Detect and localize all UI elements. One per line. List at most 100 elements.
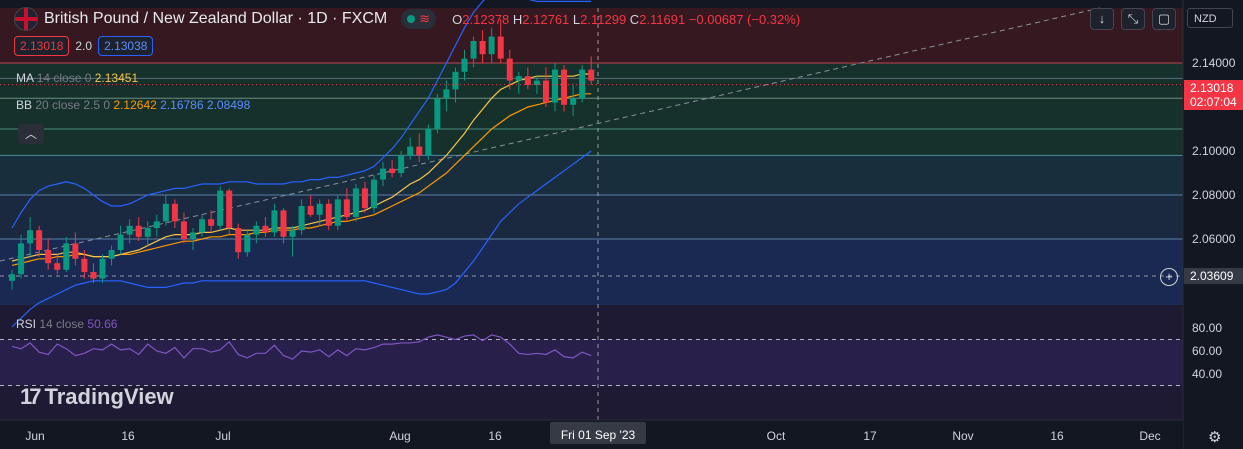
trend-line xyxy=(0,7,1101,262)
time-tick-label: Jul xyxy=(215,429,230,443)
bb-upper-value: 2.16786 xyxy=(160,98,204,112)
candle-body xyxy=(63,243,70,270)
candle-body xyxy=(371,179,377,209)
candle-body xyxy=(479,41,486,55)
rsi-value: 50.66 xyxy=(87,317,118,331)
candle-body xyxy=(389,168,396,173)
candle-body xyxy=(588,69,595,81)
download-icon[interactable]: ↓ xyxy=(1090,8,1114,30)
low-value: 2.11299 xyxy=(580,11,627,27)
candle-body xyxy=(36,230,43,250)
candle-body xyxy=(262,225,269,233)
candle-body xyxy=(407,146,414,156)
candle-body xyxy=(488,36,495,55)
time-tick-label: 16 xyxy=(121,429,135,443)
candle-body xyxy=(135,225,142,237)
market-open-icon xyxy=(407,15,416,23)
candle-body xyxy=(72,243,79,259)
candle-body xyxy=(570,98,577,105)
candle-body xyxy=(190,232,196,239)
candle-body xyxy=(416,146,423,156)
candle-body xyxy=(126,225,133,235)
collapse-icon[interactable]: ⤡ xyxy=(1121,8,1145,30)
rsi-line xyxy=(11,334,592,360)
price-tick-label: 2.06000 xyxy=(1192,232,1236,246)
candle-body xyxy=(352,188,359,217)
price-axis-panel xyxy=(1183,0,1243,449)
candle-body xyxy=(579,69,586,99)
fullscreen-icon[interactable]: ▢ xyxy=(1152,8,1176,30)
candle-body xyxy=(208,219,215,226)
tradingview-mark-icon: 17 xyxy=(20,384,42,409)
candle-body xyxy=(334,199,341,226)
high-value: 2.12761 xyxy=(522,11,570,27)
bb-lower-value: 2.08498 xyxy=(206,98,251,112)
candle-body xyxy=(18,243,25,275)
market-status-pill[interactable]: ≋ xyxy=(401,9,437,29)
crosshair-price-tag: 2.03609 xyxy=(1184,268,1243,284)
candle-body xyxy=(180,221,187,239)
bb-legend[interactable]: BB 20 close 2.5 0 2.12642 2.16786 2.0849… xyxy=(16,98,251,112)
bb-upper-line xyxy=(11,0,592,229)
candle-body xyxy=(253,225,260,235)
candle-body xyxy=(9,274,15,281)
time-tick-label: Dec xyxy=(1139,429,1160,443)
candle-body xyxy=(235,228,242,253)
candle-body xyxy=(470,41,477,59)
symbol-header: British Pound / New Zealand Dollar · 1D … xyxy=(14,7,800,31)
rsi-legend[interactable]: RSI 14 close 50.66 xyxy=(16,317,118,331)
legend-collapse-button[interactable]: ︿ xyxy=(18,124,44,144)
zone-red xyxy=(0,8,1183,63)
candle-body xyxy=(506,58,513,81)
candle-body xyxy=(434,98,441,129)
candle-body xyxy=(425,129,432,156)
bb-basis-value: 2.12642 xyxy=(113,98,157,112)
close-value: 2.11691 xyxy=(639,11,686,27)
time-tick-label: 16 xyxy=(488,429,502,443)
currency-selector[interactable]: NZD xyxy=(1187,8,1233,28)
time-tick-label: 16 xyxy=(1050,429,1064,443)
gear-icon[interactable]: ⚙ xyxy=(1208,429,1222,446)
candle-body xyxy=(226,190,233,228)
candle-body xyxy=(380,168,387,180)
zone-blue xyxy=(0,239,1183,305)
buy-button[interactable]: 2.13038 xyxy=(98,36,154,56)
symbol-title[interactable]: British Pound / New Zealand Dollar · 1D … xyxy=(44,10,388,27)
ma-legend[interactable]: MA 14 close 0 2.13451 xyxy=(16,71,139,85)
open-value: 2.12378 xyxy=(462,11,510,27)
candle-body xyxy=(45,250,52,264)
candle-body xyxy=(289,230,296,237)
candle-body xyxy=(280,210,287,237)
price-tick-label: 60.00 xyxy=(1192,344,1222,358)
candle-body xyxy=(90,272,97,279)
candle-body xyxy=(533,80,540,85)
candle-body xyxy=(452,71,459,90)
candle-body xyxy=(153,221,160,228)
candle-body xyxy=(343,199,350,217)
candle-body xyxy=(244,234,251,253)
ma-value: 2.13451 xyxy=(94,71,139,85)
wave-icon: ≋ xyxy=(419,11,431,26)
bb-lower-line xyxy=(11,150,592,328)
add-alert-icon[interactable]: + xyxy=(1160,268,1178,286)
price-tick-label: 2.08000 xyxy=(1192,188,1236,202)
candle-body xyxy=(316,203,323,215)
last-price-tag: 2.13018 xyxy=(1184,80,1243,96)
candle-body xyxy=(524,76,531,85)
price-tick-label: 80.00 xyxy=(1192,321,1222,335)
sell-button[interactable]: 2.13018 xyxy=(14,36,70,56)
crosshair-date-box xyxy=(550,422,646,444)
spread-value: 2.0 xyxy=(75,39,93,53)
candle-body xyxy=(552,69,558,103)
candle-body xyxy=(144,228,151,237)
candle-body xyxy=(199,219,206,233)
candle-body xyxy=(27,230,34,244)
candle-body xyxy=(117,234,124,250)
candle-body xyxy=(271,210,278,233)
zone-slate xyxy=(0,195,1183,239)
ohlc-readout: O2.12378 H2.12761 L2.11299 C2.11691 −0.0… xyxy=(452,11,801,27)
price-tick-label: 2.10000 xyxy=(1192,144,1236,158)
price-tick-label: 40.00 xyxy=(1192,367,1222,381)
candle-body xyxy=(361,188,368,209)
